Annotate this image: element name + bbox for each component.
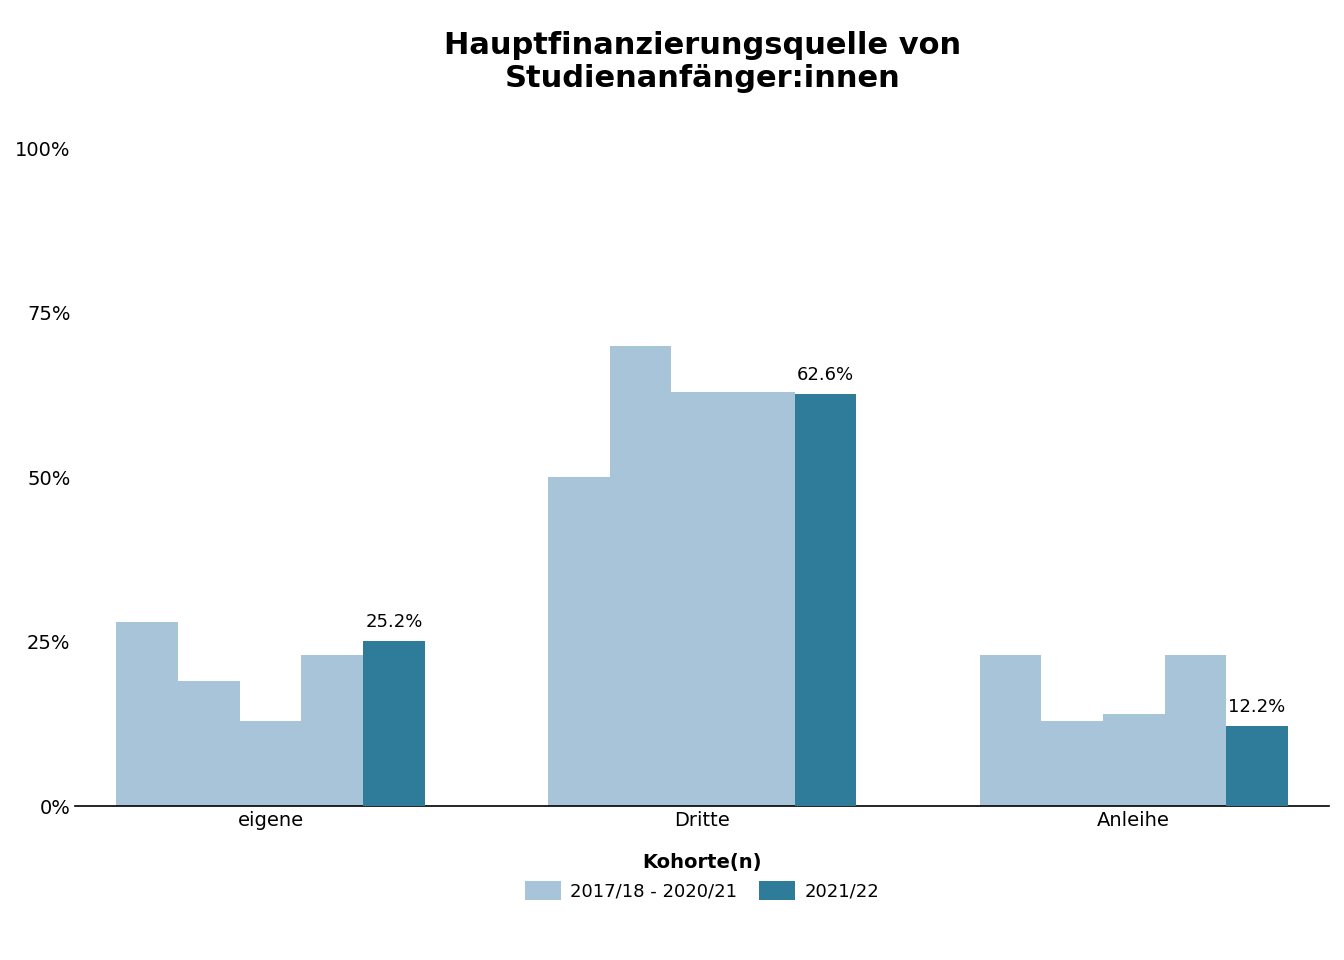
Bar — [548, 477, 610, 806]
Text: 12.2%: 12.2% — [1228, 698, 1286, 716]
Bar — [1103, 714, 1165, 806]
Bar — [1226, 726, 1288, 806]
Bar — [1042, 721, 1103, 806]
Title: Hauptfinanzierungsquelle von
Studienanfänger:innen: Hauptfinanzierungsquelle von Studienanfä… — [444, 31, 961, 93]
Bar — [794, 395, 856, 806]
Bar — [117, 622, 179, 806]
Text: 25.2%: 25.2% — [366, 612, 422, 631]
Bar — [610, 346, 672, 806]
Bar — [363, 640, 425, 806]
Legend: 2017/18 - 2020/21, 2021/22: 2017/18 - 2020/21, 2021/22 — [517, 846, 886, 908]
Bar — [732, 392, 794, 806]
Bar — [980, 655, 1042, 806]
Bar — [301, 655, 363, 806]
Bar — [179, 682, 239, 806]
Bar — [239, 721, 301, 806]
Bar — [672, 392, 732, 806]
Text: 62.6%: 62.6% — [797, 367, 853, 384]
Bar — [1165, 655, 1226, 806]
